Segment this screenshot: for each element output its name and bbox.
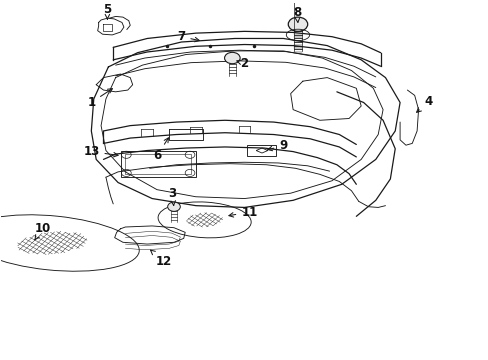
Text: 10: 10 <box>35 221 51 240</box>
Text: 13: 13 <box>83 145 118 158</box>
Text: 12: 12 <box>150 250 172 268</box>
Ellipse shape <box>224 52 240 64</box>
Bar <box>246 145 276 156</box>
Text: 2: 2 <box>236 57 248 70</box>
Text: 7: 7 <box>177 30 199 43</box>
Ellipse shape <box>287 17 307 31</box>
Text: 9: 9 <box>267 139 287 152</box>
Ellipse shape <box>167 202 180 211</box>
Text: 6: 6 <box>153 138 168 162</box>
Text: 11: 11 <box>228 206 257 219</box>
Text: 8: 8 <box>292 6 301 22</box>
Text: 1: 1 <box>87 89 112 109</box>
Text: 5: 5 <box>103 3 111 19</box>
Text: 3: 3 <box>168 187 176 206</box>
Text: 4: 4 <box>416 95 431 112</box>
